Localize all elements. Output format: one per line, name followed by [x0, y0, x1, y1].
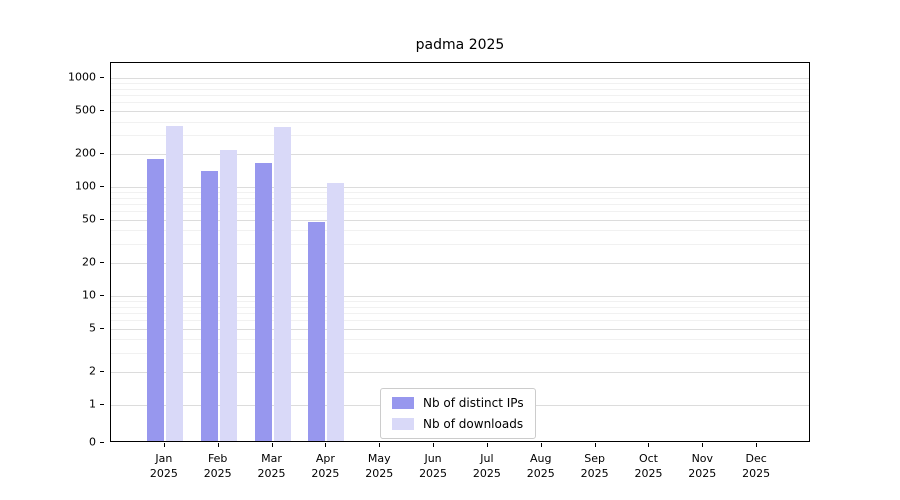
gridline-minor: [111, 353, 809, 355]
gridline-minor: [111, 88, 809, 90]
y-tick-mark: [100, 442, 104, 443]
x-tick-label-jul: Jul 2025: [472, 452, 501, 480]
y-tick-label: 50: [82, 212, 96, 226]
y-tick-label: 100: [75, 179, 96, 193]
bar-downloads-mar: [273, 127, 291, 441]
x-tick-mark: [163, 443, 165, 447]
legend-item-downloads: Nb of downloads: [392, 417, 524, 431]
legend-label-downloads: Nb of downloads: [423, 417, 524, 431]
y-tick-label: 1000: [68, 70, 96, 84]
gridline-minor: [111, 204, 809, 205]
gridline-minor: [111, 135, 809, 137]
gridline: [111, 110, 809, 112]
legend: Nb of distinct IPs Nb of downloads: [380, 388, 536, 439]
x-tick-label-feb: Feb 2025: [203, 452, 232, 480]
y-tick-label: 20: [82, 255, 96, 269]
bar-distinct-ips-mar: [254, 162, 272, 441]
bar-distinct-ips-jan: [146, 158, 164, 441]
x-tick-label-mar: Mar 2025: [257, 452, 286, 480]
x-tick-label-apr: Apr 2025: [311, 452, 340, 480]
y-tick-label: 1: [89, 397, 96, 411]
y-tick-mark: [100, 295, 104, 297]
gridline-minor: [111, 230, 809, 232]
legend-label-distinct-ips: Nb of distinct IPs: [423, 396, 524, 410]
x-tick-mark: [648, 443, 650, 447]
gridline: [111, 328, 809, 330]
y-tick-mark: [100, 327, 104, 329]
gridline-minor: [111, 320, 809, 322]
gridline-minor: [111, 211, 809, 213]
x-tick-mark: [217, 443, 219, 447]
y-tick-mark: [100, 262, 104, 264]
x-tick-label-sep: Sep 2025: [580, 452, 609, 480]
gridline-minor: [111, 192, 809, 194]
legend-swatch-distinct-ips: [392, 397, 414, 409]
x-tick-mark: [433, 443, 435, 447]
y-tick-label: 500: [75, 103, 96, 117]
gridline: [111, 372, 809, 374]
legend-swatch-downloads: [392, 418, 414, 430]
gridline-minor: [111, 197, 809, 199]
gridline-minor: [111, 306, 809, 308]
gridline-minor: [111, 83, 809, 85]
gridline: [111, 219, 809, 221]
gridline-minor: [111, 121, 809, 123]
gridline: [111, 154, 809, 156]
x-tick-label-aug: Aug 2025: [526, 452, 555, 480]
x-tick-label-oct: Oct 2025: [634, 452, 663, 480]
gridline: [111, 187, 809, 189]
legend-item-distinct-ips: Nb of distinct IPs: [392, 396, 524, 410]
x-tick-mark: [379, 443, 381, 447]
x-tick-mark: [540, 443, 542, 447]
y-axis: 0 1 2 5 10 20 50 100 200 500 1000: [0, 62, 104, 449]
x-axis: Jan 2025 Feb 2025 Mar 2025 Apr 2025 May 2025…: [110, 443, 810, 487]
y-tick-label: 200: [75, 146, 96, 160]
x-tick-label-may: May 2025: [365, 452, 394, 480]
y-tick-mark: [100, 404, 104, 405]
bar-distinct-ips-apr: [308, 221, 326, 441]
gridline-minor: [111, 301, 809, 303]
x-tick-label-jan: Jan 2025: [149, 452, 178, 480]
y-tick-mark: [100, 109, 104, 111]
gridline-minor: [111, 95, 809, 97]
x-tick-label-jun: Jun 2025: [419, 452, 448, 480]
y-tick-mark: [100, 186, 104, 188]
y-tick-label: 2: [89, 364, 96, 378]
bar-distinct-ips-feb: [200, 170, 218, 441]
y-tick-mark: [100, 153, 104, 155]
gridline-minor: [111, 102, 809, 104]
chart-title: padma 2025: [415, 37, 505, 53]
x-tick-mark: [756, 443, 758, 447]
x-tick-mark: [702, 443, 704, 447]
x-tick-label-dec: Dec 2025: [742, 452, 771, 480]
y-tick-mark: [100, 218, 104, 220]
y-tick-mark: [100, 371, 104, 373]
bar-downloads-apr: [327, 182, 345, 441]
gridline-minor: [111, 312, 809, 314]
bar-downloads-jan: [165, 125, 183, 441]
bar-downloads-feb: [219, 150, 237, 441]
y-tick-label: 10: [82, 288, 96, 302]
x-tick-mark: [271, 443, 273, 447]
x-tick-mark: [486, 443, 488, 447]
x-tick-label-nov: Nov 2025: [688, 452, 717, 480]
plot-area: [110, 62, 810, 442]
gridline: [111, 78, 809, 80]
x-tick-mark: [594, 443, 596, 447]
x-tick-mark: [325, 443, 327, 447]
y-tick-label: 5: [89, 321, 96, 335]
gridline: [111, 263, 809, 265]
y-tick-label: 0: [89, 435, 96, 449]
gridline-minor: [111, 339, 809, 341]
gridline-minor: [111, 244, 809, 246]
gridline: [111, 296, 809, 298]
y-tick-mark: [100, 77, 104, 79]
